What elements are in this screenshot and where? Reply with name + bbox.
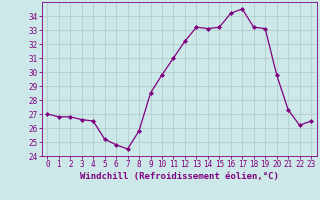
X-axis label: Windchill (Refroidissement éolien,°C): Windchill (Refroidissement éolien,°C) xyxy=(80,172,279,181)
